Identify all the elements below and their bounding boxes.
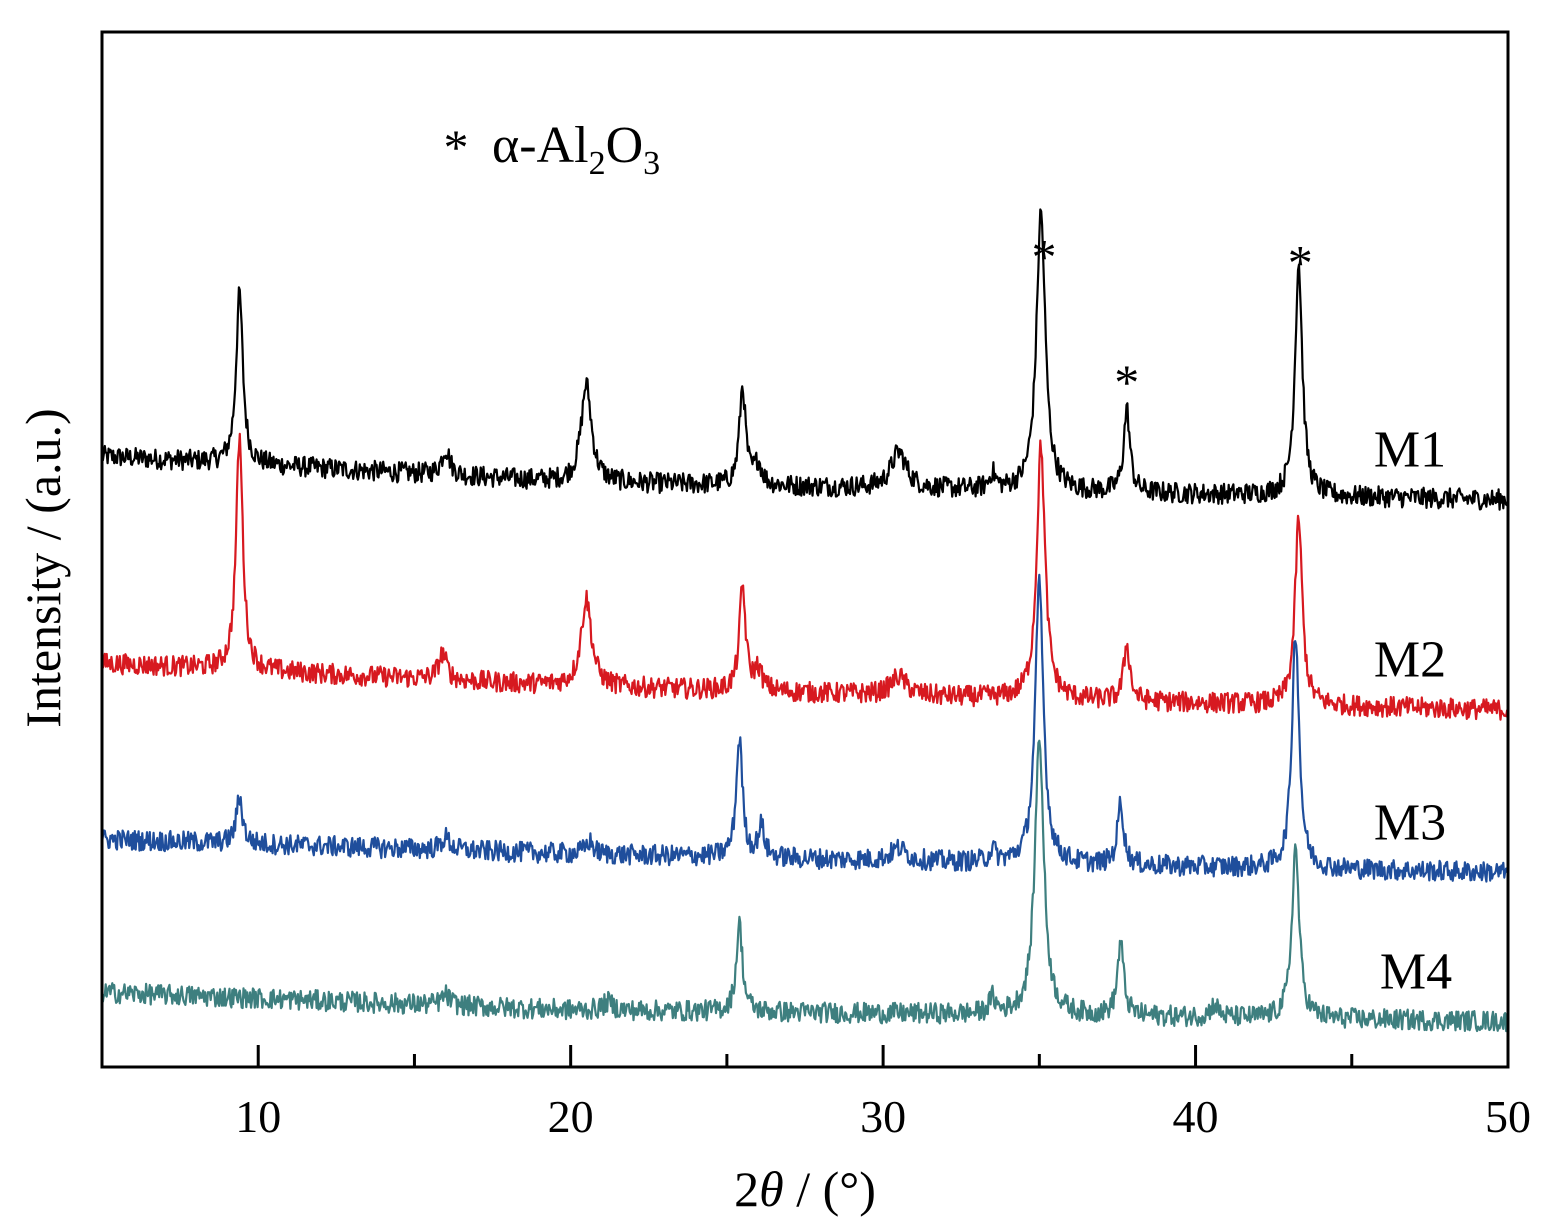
legend-sub-2: 2 [589,145,606,182]
x-axis-title-suffix: / (°) [784,1161,876,1217]
series-labels: M1 M2 M3 M4 [1374,422,1452,1001]
tick-label-30: 30 [860,1091,906,1142]
x-axis-tick-labels: 10 20 30 40 50 [235,1091,1531,1142]
tick-label-20: 20 [548,1091,594,1142]
series-line-m2 [100,432,1510,721]
tick-label-40: 40 [1173,1091,1219,1142]
series-line-m1 [100,208,1509,511]
peak-marker-2: * [1114,354,1139,410]
tick-label-50: 50 [1485,1091,1531,1142]
series-label-m4: M4 [1380,944,1452,1001]
series-traces [100,208,1510,1033]
plot-frame [100,30,1510,1069]
series-line-m3 [100,573,1510,883]
legend-label: α-Al2O3 [492,117,660,182]
series-label-m1: M1 [1374,422,1446,479]
series-line-m4 [100,739,1510,1033]
peak-markers: * * * [1032,229,1313,411]
series-label-m3: M3 [1374,794,1446,851]
tick-label-10: 10 [235,1091,281,1142]
legend-sub-3: 3 [643,145,660,182]
legend-alpha: α-Al [492,117,589,174]
y-axis-title: Intensity / (a.u.) [15,408,71,727]
legend: * α-Al2O3 [444,117,661,182]
x-axis-ticks [256,1045,1510,1067]
peak-marker-1: * [1032,229,1057,285]
x-axis-title-prefix: 2 [734,1161,759,1217]
legend-o: O [606,117,644,174]
series-label-m2: M2 [1374,632,1446,689]
x-axis-title-theta: θ [759,1161,784,1217]
legend-star: * [444,119,469,175]
x-axis-title: 2θ / (°) [734,1161,876,1217]
peak-marker-3: * [1288,234,1313,290]
